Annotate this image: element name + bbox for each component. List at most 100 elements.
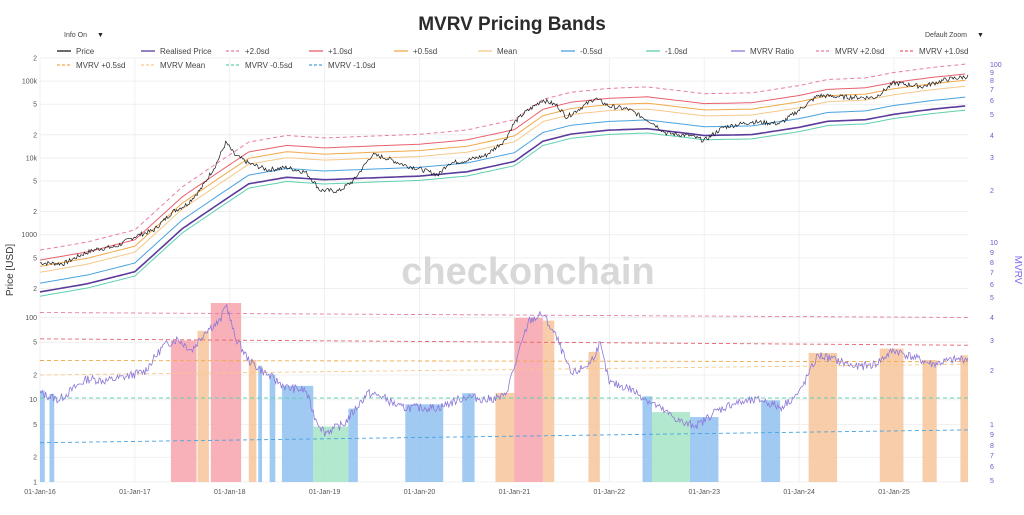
band-mean: [39, 85, 966, 273]
right-tick-label: 5: [990, 112, 994, 119]
zone-blue: [348, 408, 358, 482]
legend-item[interactable]: Realised Price: [141, 47, 212, 56]
zone-blue: [405, 404, 444, 482]
mvrv-band: [39, 338, 969, 346]
chart-title: MVRV Pricing Bands: [418, 14, 606, 35]
zone-green: [652, 412, 690, 482]
legend-item[interactable]: +1.0sd: [309, 47, 352, 56]
zone-blue: [462, 393, 475, 482]
y-tick-label-bottom: 10: [29, 397, 37, 404]
right-tick-label: 10: [990, 240, 998, 247]
y-tick-label: 2: [33, 132, 37, 139]
price-line: [39, 74, 969, 267]
zone-red: [514, 317, 543, 482]
band-p2sd: [39, 63, 966, 251]
right-tick-label: 7: [990, 270, 994, 277]
legend-item[interactable]: Mean: [478, 47, 517, 56]
zone-orange: [542, 320, 555, 482]
x-tick-label: 01-Jan-20: [404, 489, 436, 496]
zone-orange: [808, 352, 838, 482]
mvrv-zones: [40, 303, 968, 482]
legend-item[interactable]: MVRV Ratio: [731, 47, 794, 56]
x-tick-label: 01-Jan-23: [688, 489, 720, 496]
zone-blue: [281, 385, 314, 482]
y-tick-label-bottom: 2: [33, 372, 37, 379]
y-axis-label: Price [USD]: [5, 244, 16, 296]
y-tick-label-bottom: 5: [33, 340, 37, 347]
right-tick-label: 4: [990, 315, 994, 322]
x-tick-label: 01-Jan-21: [499, 489, 531, 496]
right-tick-label: 2: [990, 368, 994, 375]
legend-item[interactable]: +2.0sd: [226, 47, 269, 56]
y-tick-label: 100k: [22, 79, 38, 86]
legend-item[interactable]: Price: [57, 47, 95, 56]
y-tick-label-bottom: 100: [25, 315, 37, 322]
legend: Price Realised Price +2.0sd +1.0sd +0.5sd Mea…: [57, 47, 968, 70]
zone-orange: [495, 392, 515, 482]
legend-label: +1.0sd: [328, 47, 352, 56]
legend-label: MVRV Mean: [160, 61, 205, 70]
legend-item[interactable]: -0.5sd: [561, 47, 602, 56]
zone-red: [210, 303, 242, 482]
legend-item[interactable]: MVRV +0.5sd: [57, 61, 125, 70]
legend-item[interactable]: MVRV +2.0sd: [816, 47, 884, 56]
zone-red: [170, 340, 197, 482]
right-tick-label: 8: [990, 443, 994, 450]
legend-label: MVRV -0.5sd: [245, 61, 292, 70]
x-tick-label: 01-Jan-24: [783, 489, 815, 496]
y-tick-label-bottom: 1: [33, 480, 37, 487]
x-tick-label: 01-Jan-22: [594, 489, 626, 496]
legend-item[interactable]: +0.5sd: [394, 47, 437, 56]
legend-label: MVRV Ratio: [750, 47, 794, 56]
right-tick-label: 7: [990, 453, 994, 460]
y-tick-label: 2: [33, 209, 37, 216]
chevron-down-icon: ▼: [96, 32, 104, 39]
x-tick-label: 01-Jan-18: [214, 489, 246, 496]
y-tick-label-bottom: 5: [33, 422, 37, 429]
realised-price-line: [39, 105, 966, 293]
legend-label: -0.5sd: [580, 47, 602, 56]
zone-orange: [879, 348, 904, 482]
right-axis-label: MVRV: [1012, 256, 1023, 285]
mvrv-band: [39, 429, 969, 444]
right-tick-label: 9: [990, 250, 994, 257]
legend-item[interactable]: MVRV -0.5sd: [226, 61, 292, 70]
mvrv-band: [39, 312, 969, 318]
right-tick-label: 1: [990, 422, 994, 429]
right-tick-label: 8: [990, 78, 994, 85]
right-tick-label: 9: [990, 432, 994, 439]
info-toggle[interactable]: Info On ▼: [64, 32, 104, 39]
legend-label: +0.5sd: [413, 47, 437, 56]
zone-orange: [588, 351, 600, 482]
band-p1sd: [39, 73, 966, 261]
band-m05sd: [39, 96, 966, 284]
right-tick-label: 4: [990, 133, 994, 140]
y-tick-label: 5: [33, 255, 37, 262]
right-tick-label: 6: [990, 98, 994, 105]
y-tick-label: 1000: [21, 232, 37, 239]
legend-label: Realised Price: [160, 47, 212, 56]
watermark: checkonchain: [401, 251, 654, 293]
axes: 01-Jan-16 01-Jan-17 01-Jan-18 01-Jan-19 01-J…: [21, 56, 1001, 497]
right-tick-label: 100: [990, 62, 1002, 69]
right-tick-label: 3: [990, 338, 994, 345]
x-tick-label: 01-Jan-25: [878, 489, 910, 496]
zone-blue: [258, 365, 263, 482]
y-tick-label: 5: [33, 179, 37, 186]
right-tick-label: 8: [990, 260, 994, 267]
legend-item[interactable]: -1.0sd: [646, 47, 687, 56]
right-tick-label: 2: [990, 188, 994, 195]
zone-orange: [197, 330, 209, 482]
y-tick-label: 2: [33, 286, 37, 293]
band-m1sd: [39, 109, 966, 297]
band-p05sd: [39, 79, 966, 267]
y-tick-label: 5: [33, 102, 37, 109]
right-tick-label: 5: [990, 478, 994, 485]
x-tick-label: 01-Jan-19: [309, 489, 341, 496]
right-tick-label: 6: [990, 464, 994, 471]
legend-item[interactable]: MVRV +1.0sd: [900, 47, 968, 56]
zoom-select[interactable]: Default Zoom ▼: [925, 32, 984, 39]
legend-item[interactable]: MVRV Mean: [141, 61, 205, 70]
legend-item[interactable]: MVRV -1.0sd: [309, 61, 375, 70]
